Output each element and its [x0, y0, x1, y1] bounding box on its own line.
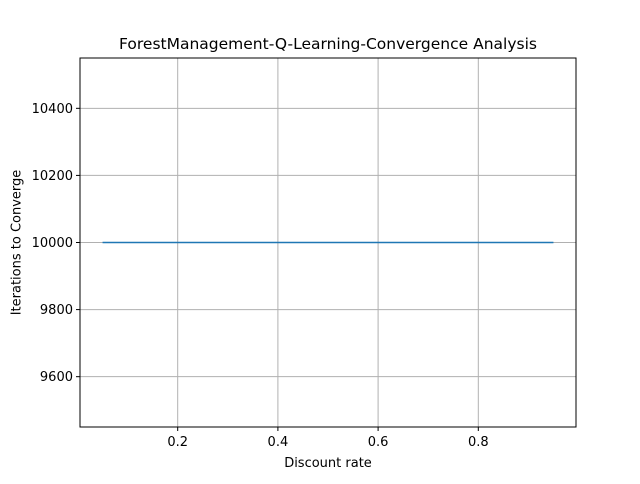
y-tick-label: 9800	[40, 303, 73, 318]
y-tick-label: 10000	[32, 236, 73, 251]
y-axis-label: Iterations to Converge	[10, 170, 25, 316]
x-axis-label: Discount rate	[284, 456, 372, 471]
y-tick-label: 10400	[32, 102, 73, 117]
x-tick-label: 0.2	[167, 435, 188, 450]
y-tick-label: 10200	[32, 169, 73, 184]
x-tick-label: 0.6	[368, 435, 389, 450]
x-tick-label: 0.8	[468, 435, 489, 450]
tick-layer: 0.2 0.4 0.6 0.8 9600 9800 10000 10200 10400	[32, 102, 489, 450]
y-tick-label: 9600	[40, 370, 73, 385]
x-tick-label: 0.4	[268, 435, 289, 450]
chart-title: ForestManagement-Q-Learning-Convergence …	[119, 35, 537, 53]
